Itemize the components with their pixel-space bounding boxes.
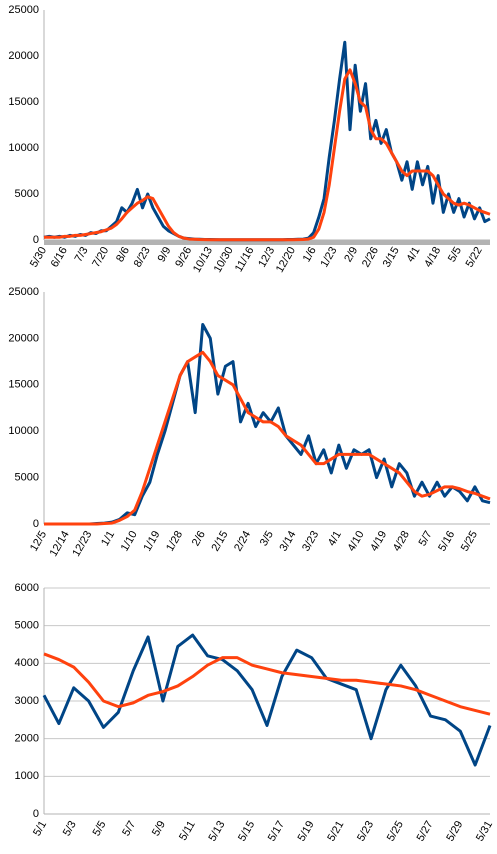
x-tick-label: 3/23 <box>300 529 321 554</box>
x-tick-label: 2/6 <box>190 529 208 548</box>
x-tick-label: 1/23 <box>318 245 339 270</box>
x-tick-label: 5/29 <box>444 819 465 844</box>
y-tick-label: 10000 <box>8 142 39 154</box>
x-tick-label: 5/3 <box>61 819 79 838</box>
x-tick-label: 3/14 <box>277 529 298 554</box>
x-tick-label: 12/14 <box>48 529 72 559</box>
x-tick-label: 4/28 <box>391 529 412 554</box>
y-tick-label: 20000 <box>8 50 39 62</box>
x-tick-label: 5/23 <box>355 819 376 844</box>
x-tick-label: 12/23 <box>70 529 94 559</box>
x-tick-label: 5/15 <box>236 819 257 844</box>
x-tick-label: 5/21 <box>325 819 346 844</box>
x-tick-label: 5/11 <box>177 819 198 843</box>
x-tick-label: 5/5 <box>446 245 464 264</box>
x-tick-label: 2/9 <box>342 245 360 264</box>
x-tick-label: 12/20 <box>274 245 298 275</box>
tick-band <box>44 240 490 245</box>
x-tick-label: 5/25 <box>459 529 480 554</box>
x-tick-label: 5/27 <box>415 819 436 844</box>
data-line <box>44 68 491 242</box>
x-tick-label: 11/16 <box>233 245 257 274</box>
y-tick-label: 6000 <box>15 582 39 594</box>
x-tick-label: 1/6 <box>301 245 319 264</box>
y-tick-label: 3000 <box>15 695 39 707</box>
x-tick-label: 2/26 <box>360 245 381 270</box>
y-tick-label: 15000 <box>8 96 39 108</box>
y-tick-label: 20000 <box>8 332 39 344</box>
x-tick-label: 3/5 <box>258 529 276 548</box>
x-tick-label: 12/3 <box>256 245 277 270</box>
x-tick-label: 1/1 <box>99 529 117 548</box>
x-tick-label: 9/9 <box>156 245 174 264</box>
x-tick-label: 7/3 <box>73 245 91 264</box>
x-tick-label: 8/6 <box>114 245 132 264</box>
x-tick-label: 5/13 <box>206 819 227 844</box>
x-tick-label: 7/20 <box>90 245 111 270</box>
y-tick-label: 2000 <box>15 733 39 745</box>
y-tick-label: 1000 <box>15 770 39 782</box>
x-tick-label: 3/15 <box>381 245 402 270</box>
x-tick-label: 4/18 <box>422 245 443 270</box>
data-line <box>43 40 491 242</box>
x-tick-label: 5/31 <box>474 819 495 844</box>
x-tick-label: 12/5 <box>28 529 49 554</box>
y-tick-label: 0 <box>33 518 39 530</box>
x-tick-label: 5/30 <box>28 245 49 270</box>
x-tick-label: 2/15 <box>209 529 230 554</box>
x-tick-label: 1/28 <box>164 529 185 554</box>
y-tick-label: 0 <box>33 808 39 820</box>
x-tick-label: 5/22 <box>464 245 485 270</box>
x-tick-label: 5/5 <box>91 819 109 838</box>
x-tick-label: 2/24 <box>232 529 253 554</box>
x-tick-label: 5/9 <box>150 819 168 838</box>
x-tick-label: 10/30 <box>212 245 236 275</box>
data-line <box>42 633 492 767</box>
x-tick-label: 5/25 <box>385 819 406 844</box>
x-tick-label: 5/1 <box>31 819 49 838</box>
y-tick-label: 25000 <box>8 4 39 16</box>
x-tick-label: 8/23 <box>132 245 153 270</box>
y-tick-label: 5000 <box>15 188 39 200</box>
x-tick-label: 4/1 <box>404 245 422 264</box>
y-tick-label: 10000 <box>8 425 39 437</box>
y-tick-label: 4000 <box>15 657 39 669</box>
y-tick-label: 5000 <box>15 620 39 632</box>
x-tick-label: 1/10 <box>119 529 140 554</box>
y-tick-label: 25000 <box>8 286 39 298</box>
y-tick-label: 0 <box>33 234 39 246</box>
x-tick-label: 4/10 <box>346 529 367 554</box>
y-tick-label: 5000 <box>15 472 39 484</box>
x-tick-label: 9/26 <box>173 245 194 270</box>
x-tick-label: 5/17 <box>266 819 287 844</box>
x-tick-label: 5/16 <box>436 529 457 554</box>
data-line <box>44 322 491 526</box>
x-tick-label: 5/19 <box>296 819 317 844</box>
x-tick-label: 1/19 <box>141 529 162 554</box>
y-tick-label: 15000 <box>8 379 39 391</box>
x-tick-label: 5/7 <box>120 819 138 838</box>
data-line <box>44 350 491 526</box>
x-tick-label: 6/16 <box>49 245 70 270</box>
x-tick-label: 10/13 <box>191 245 215 275</box>
data-line <box>43 652 491 716</box>
x-tick-label: 5/7 <box>417 529 435 548</box>
x-tick-label: 4/19 <box>368 529 389 554</box>
x-tick-label: 4/1 <box>326 529 344 548</box>
